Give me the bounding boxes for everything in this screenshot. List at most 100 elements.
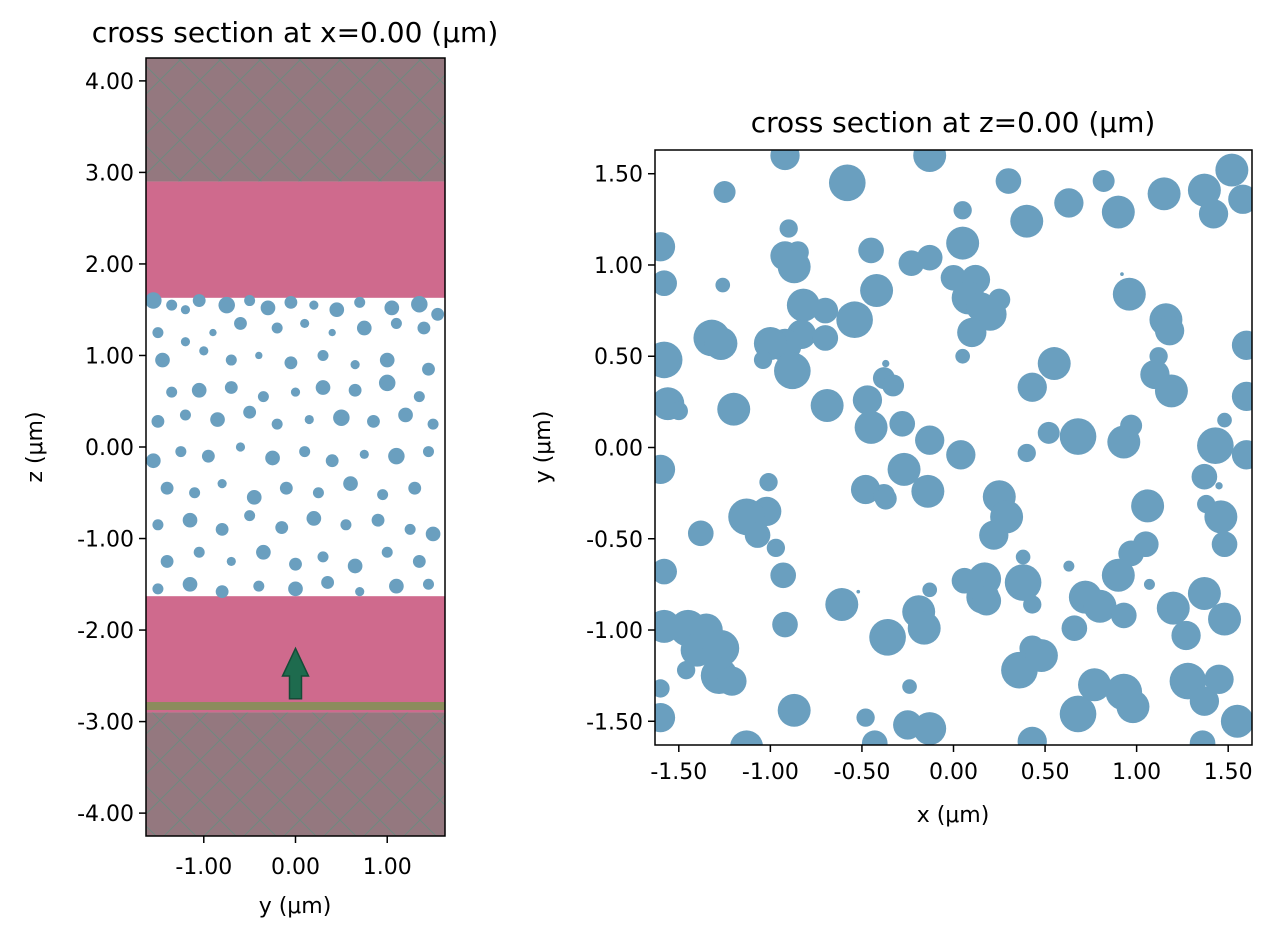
right-circle	[810, 389, 844, 423]
left-circle	[359, 449, 369, 459]
right-circle	[1083, 589, 1117, 623]
left-circle	[244, 510, 256, 522]
right-circle	[889, 410, 916, 437]
left-circle	[412, 554, 426, 568]
right-circle	[715, 277, 731, 293]
right-circle	[1171, 620, 1201, 651]
right-circle	[850, 474, 881, 505]
right-circle	[1189, 686, 1220, 716]
left-circle	[160, 481, 174, 495]
left-circle	[243, 405, 257, 419]
left-circle	[431, 307, 445, 321]
left-circle	[210, 412, 225, 427]
right-circle	[1059, 418, 1097, 455]
left-circle	[350, 360, 360, 370]
right-circle	[770, 562, 797, 589]
left-ytick-label: -1.00	[77, 528, 134, 553]
right-circle	[1023, 595, 1042, 614]
left-circle	[265, 450, 280, 466]
right-circle	[1231, 381, 1252, 412]
right-circle	[676, 661, 696, 680]
right-circle	[882, 374, 905, 397]
right-circle	[1004, 564, 1042, 601]
left-circle	[329, 302, 345, 318]
right-circle	[953, 201, 972, 220]
right-circle	[825, 587, 859, 621]
right-circle	[1187, 577, 1221, 610]
right-circle	[1037, 347, 1071, 381]
left-xtick-label: 0.00	[271, 855, 320, 880]
left-circle	[343, 476, 358, 491]
right-ytick-label: 1.00	[594, 254, 643, 279]
left-circle	[388, 447, 405, 465]
right-circle	[655, 702, 676, 733]
right-circle	[955, 348, 970, 364]
region-pml-hatch-3	[146, 712, 445, 836]
right-circle	[907, 611, 941, 645]
left-circle	[422, 362, 435, 376]
chart-cross-section-z: cross section at z=0.00 (μm) -1.50 -1.00 -…	[531, 106, 1253, 828]
right-circle	[1143, 578, 1155, 590]
right-circle	[753, 350, 773, 370]
right-circle	[1101, 195, 1135, 229]
left-circle	[209, 328, 217, 337]
right-circle	[1101, 558, 1135, 592]
right-circle	[902, 679, 917, 694]
left-circle	[417, 321, 431, 335]
right-circle	[1191, 463, 1218, 490]
right-circle	[913, 150, 947, 172]
right-circle	[1061, 615, 1088, 642]
left-circle	[260, 300, 276, 316]
source-direction-arrow	[281, 646, 310, 700]
right-circle	[777, 250, 811, 284]
right-circle	[887, 452, 921, 486]
left-circle	[257, 391, 269, 403]
right-circle	[1092, 170, 1115, 193]
left-circle	[201, 449, 215, 463]
right-circle	[655, 679, 670, 698]
left-circle	[226, 556, 236, 566]
left-circle	[422, 446, 434, 458]
left-circle	[182, 576, 198, 592]
right-circle	[852, 385, 883, 415]
left-circle	[284, 356, 298, 370]
right-circle	[717, 392, 751, 426]
right-circle	[988, 288, 1011, 311]
right-circle	[812, 325, 839, 351]
left-circle	[288, 581, 303, 597]
left-circle	[425, 526, 441, 542]
right-circle	[1154, 316, 1185, 346]
left-circle	[275, 521, 289, 534]
right-circle	[1215, 482, 1223, 490]
left-circle	[180, 337, 191, 347]
right-ytick-label: -0.50	[586, 528, 643, 553]
left-circle	[246, 490, 262, 505]
left-circle	[182, 512, 198, 528]
right-ytick-label: 0.50	[594, 345, 643, 370]
left-circle	[152, 519, 164, 531]
right-circle	[856, 708, 875, 727]
right-circle	[1110, 602, 1137, 629]
right-circle	[1204, 500, 1238, 534]
left-circle	[321, 576, 335, 589]
chart-right-xlabel: x (μm)	[917, 803, 990, 828]
right-circle	[1228, 184, 1252, 214]
left-circle	[244, 295, 256, 307]
left-circle	[218, 296, 235, 314]
right-circle	[882, 359, 890, 368]
right-circle	[971, 586, 1002, 616]
right-circle	[995, 168, 1022, 194]
right-circle	[856, 589, 861, 594]
right-circle	[869, 619, 906, 656]
right-ytick-label: 1.50	[594, 163, 643, 188]
left-ytick-label: -4.00	[77, 802, 134, 827]
left-circle	[289, 557, 302, 571]
left-circle	[315, 380, 331, 395]
left-ytick-label: -3.00	[77, 711, 134, 736]
left-circle	[166, 386, 178, 398]
right-circle	[874, 487, 897, 510]
chart-right-ylabel: y (μm)	[531, 411, 556, 484]
left-circle	[300, 318, 310, 329]
left-circle	[290, 387, 301, 397]
left-circle	[215, 585, 229, 599]
